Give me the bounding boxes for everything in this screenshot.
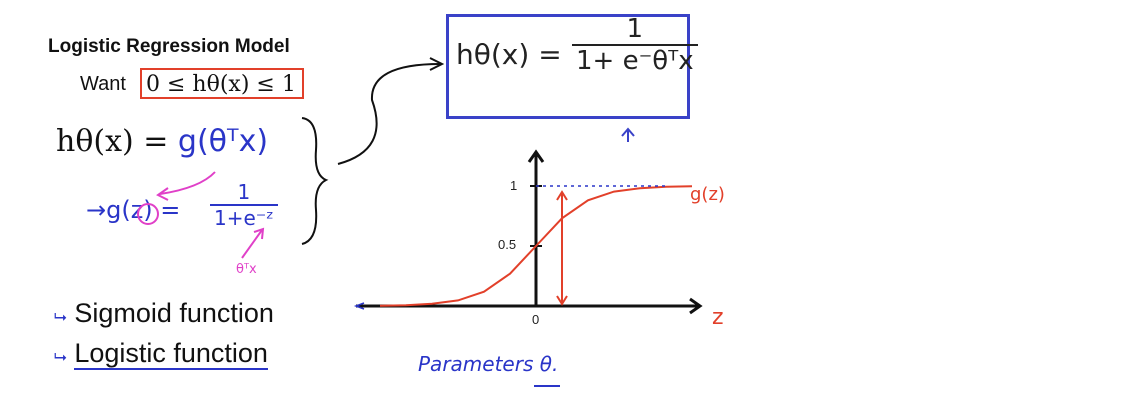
term-sigmoid-label: Sigmoid function	[74, 298, 274, 328]
x-axis-arrow-icon	[689, 297, 703, 315]
boxed-denominator: 1+ e⁻θᵀx	[572, 44, 698, 76]
y-tick-half: 0.5	[498, 237, 517, 252]
parameters-note: Parameters θ.	[418, 352, 559, 376]
hypothesis-lhs: hθ(x) =	[56, 124, 178, 159]
curved-arrow	[337, 63, 441, 165]
x-axis-label: z	[712, 305, 724, 330]
left-end-marker-icon	[353, 302, 365, 310]
slide-title: Logistic Regression Model	[48, 36, 290, 57]
term-logistic-function: ⮡ Logistic function	[54, 338, 268, 370]
y-axis-arrow-icon	[527, 149, 545, 163]
boxed-fraction: 1 1+ e⁻θᵀx	[572, 14, 698, 76]
hypothesis-equation: hθ(x) = g(θᵀx)	[56, 124, 268, 159]
want-condition: 0 ≤ hθ(x) ≤ 1	[140, 68, 304, 99]
term-logistic-label: Logistic function	[74, 338, 268, 370]
chart-axes	[353, 149, 703, 315]
want-label: Want	[80, 73, 126, 95]
theta-tx-note: θᵀx	[236, 262, 257, 277]
small-up-arrow	[621, 127, 635, 142]
sigmoid-fraction: 1 1+e⁻ᶻ	[210, 180, 278, 230]
arrow-icon: ⮡	[54, 349, 67, 366]
boxed-formula	[446, 14, 690, 119]
sigmoid-curve	[379, 185, 693, 307]
sigmoid-denominator: 1+e⁻ᶻ	[210, 204, 278, 230]
arrow-icon: ⮡	[54, 309, 67, 326]
pink-arrow-up-head	[253, 227, 265, 240]
curved-arrow-head	[429, 57, 445, 71]
red-marker-arrow-icon	[556, 190, 568, 201]
term-sigmoid-function: ⮡ Sigmoid function	[54, 298, 274, 329]
pink-arrow-up	[241, 229, 263, 259]
pink-arrow-to-z	[159, 171, 216, 195]
right-brace	[301, 117, 329, 245]
red-marker-arrow-icon	[556, 295, 568, 306]
curve-label: g(z)	[690, 184, 725, 205]
hypothesis-g: g(θᵀx)	[177, 124, 269, 159]
pink-circle-z	[137, 203, 159, 225]
sigmoid-numerator: 1	[237, 180, 251, 204]
boxed-lhs: hθ(x) =	[456, 38, 562, 71]
y-tick-1: 1	[510, 178, 518, 193]
boxed-numerator: 1	[626, 14, 644, 44]
x-tick-0: 0	[532, 312, 540, 327]
sigmoid-lhs: →g(z) =	[86, 196, 181, 224]
pink-arrow-head	[156, 187, 169, 201]
